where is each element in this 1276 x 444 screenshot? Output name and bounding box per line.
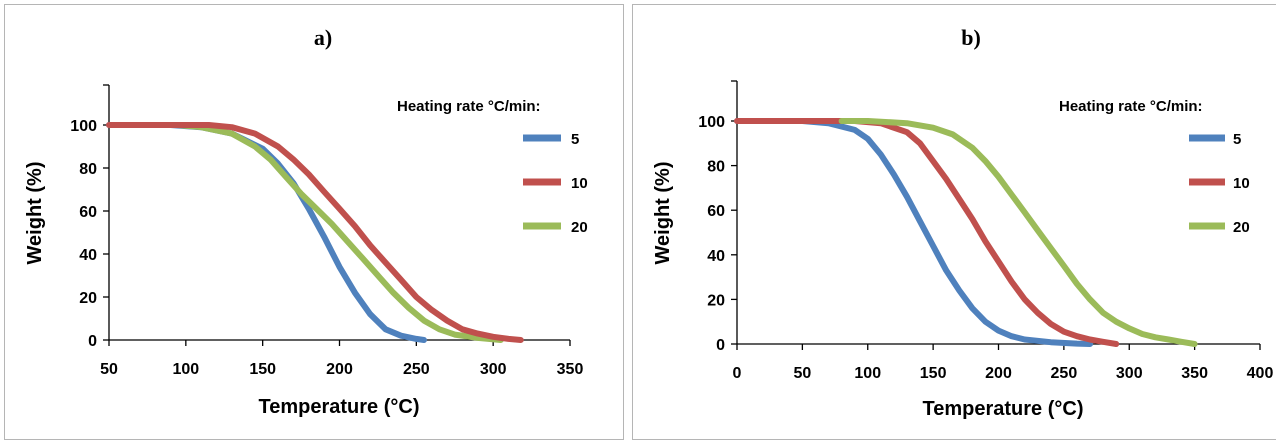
x-tick-label: 150 xyxy=(249,361,276,378)
x-tick-label: 300 xyxy=(480,361,507,378)
y-tick-label: 20 xyxy=(79,290,97,307)
legend-label-5: 5 xyxy=(1233,131,1241,148)
y-axis-title: Weight (%) xyxy=(24,162,46,265)
y-tick-label: 100 xyxy=(698,114,725,131)
y-tick-label: 60 xyxy=(707,203,725,220)
chart-title: a) xyxy=(314,25,332,50)
y-tick-label: 0 xyxy=(716,337,725,354)
y-tick-label: 80 xyxy=(79,161,97,178)
legend-title: Heating rate °C/min: xyxy=(1059,98,1203,115)
series-line-5 xyxy=(734,118,1093,347)
x-tick-label: 350 xyxy=(1181,365,1208,382)
chart-b-svg: b) 0 20 40 60 80 100 0 50 100 150 200 250 300 350 400 Te… xyxy=(652,25,1274,420)
x-tick-label: 50 xyxy=(793,365,811,382)
chart-panel-a: a) 0 20 40 60 80 100 50 100 150 200 250 300 350 Temper… xyxy=(4,4,624,440)
x-tick-label: 250 xyxy=(403,361,430,378)
x-axis-title: Temperature (°C) xyxy=(259,396,420,418)
y-tick-label: 100 xyxy=(70,118,97,135)
series-line-10 xyxy=(106,122,524,343)
y-axis-title: Weight (%) xyxy=(652,162,674,265)
x-tick-label: 400 xyxy=(1247,365,1274,382)
x-tick-label: 100 xyxy=(172,361,199,378)
series-line-20 xyxy=(838,118,1198,347)
x-tick-label: 350 xyxy=(557,361,584,378)
y-tick-label: 20 xyxy=(707,292,725,309)
x-tick-label: 0 xyxy=(733,365,742,382)
legend-label-20: 20 xyxy=(1233,219,1250,236)
x-axis-title: Temperature (°C) xyxy=(923,398,1084,420)
x-tick-label: 300 xyxy=(1116,365,1143,382)
y-tick-label: 40 xyxy=(79,247,97,264)
x-tick-label: 250 xyxy=(1051,365,1078,382)
x-tick-label: 100 xyxy=(854,365,881,382)
chart-a-svg: a) 0 20 40 60 80 100 50 100 150 200 250 300 350 Temper… xyxy=(24,25,588,418)
x-tick-label: 200 xyxy=(326,361,353,378)
series-line-10 xyxy=(734,118,1120,347)
chart-title: b) xyxy=(961,25,981,50)
series-line-20 xyxy=(175,122,504,343)
x-tick-label: 200 xyxy=(985,365,1012,382)
legend-label-10: 10 xyxy=(1233,175,1250,192)
legend-label-20: 20 xyxy=(571,219,588,236)
y-tick-label: 80 xyxy=(707,159,725,176)
legend-title: Heating rate °C/min: xyxy=(397,98,541,115)
x-tick-label: 150 xyxy=(920,365,947,382)
y-tick-label: 60 xyxy=(79,204,97,221)
y-tick-label: 40 xyxy=(707,248,725,265)
legend-label-5: 5 xyxy=(571,131,579,148)
y-tick-label: 0 xyxy=(88,333,97,350)
x-tick-label: 50 xyxy=(100,361,118,378)
chart-panel-b: b) 0 20 40 60 80 100 0 50 100 150 200 250 300 350 400 Te… xyxy=(632,4,1276,440)
legend-label-10: 10 xyxy=(571,175,588,192)
